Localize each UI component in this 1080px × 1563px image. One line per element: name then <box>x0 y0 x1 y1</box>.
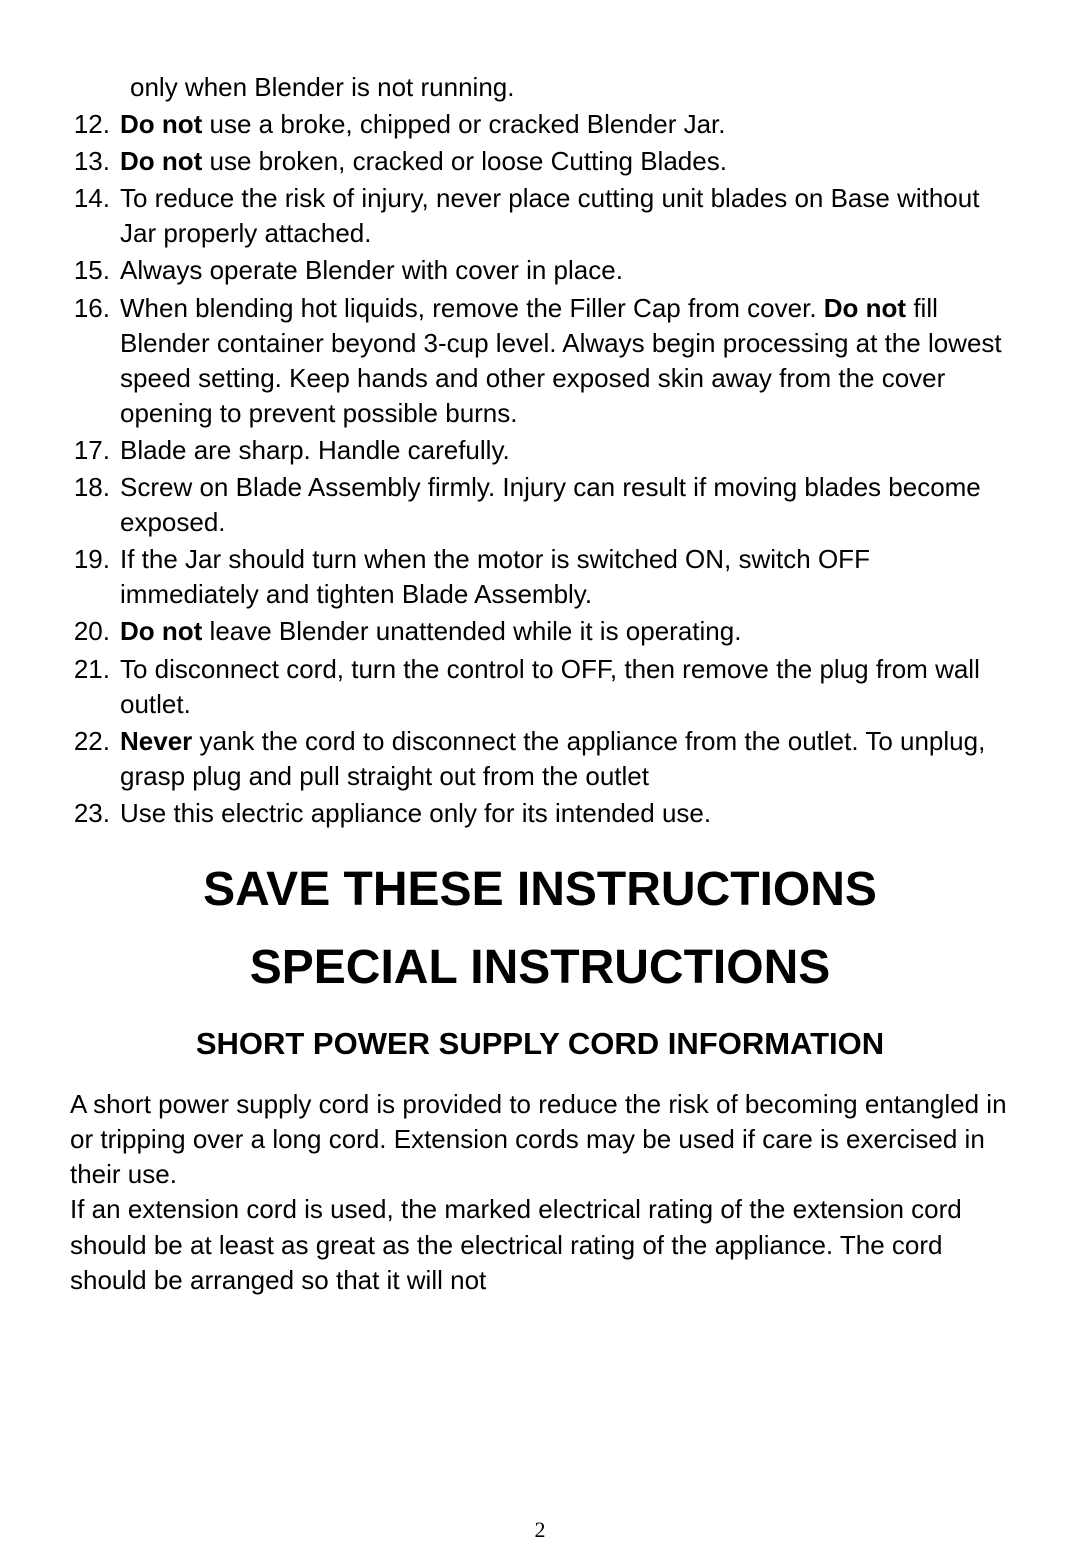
list-item: 14.To reduce the risk of injury, never p… <box>70 181 1010 251</box>
list-item: 20.Do not leave Blender unattended while… <box>70 614 1010 649</box>
list-text: Screw on Blade Assembly firmly. Injury c… <box>120 470 1010 540</box>
list-text: When blending hot liquids, remove the Fi… <box>120 291 1010 431</box>
list-number: 16. <box>70 291 120 431</box>
list-text: Use this electric appliance only for its… <box>120 796 1010 831</box>
list-text: Never yank the cord to disconnect the ap… <box>120 724 1010 794</box>
list-number: 12. <box>70 107 120 142</box>
list-number: 14. <box>70 181 120 251</box>
list-item: 18.Screw on Blade Assembly firmly. Injur… <box>70 470 1010 540</box>
list-text: To reduce the risk of injury, never plac… <box>120 181 1010 251</box>
list-number: 23. <box>70 796 120 831</box>
list-item: 15.Always operate Blender with cover in … <box>70 253 1010 288</box>
page-number: 2 <box>0 1517 1080 1543</box>
list-item: 13.Do not use broken, cracked or loose C… <box>70 144 1010 179</box>
list-number: 19. <box>70 542 120 612</box>
list-text: Always operate Blender with cover in pla… <box>120 253 1010 288</box>
list-item: 23.Use this electric appliance only for … <box>70 796 1010 831</box>
heading-short-cord-info: SHORT POWER SUPPLY CORD INFORMATION <box>70 1026 1010 1062</box>
list-number: 15. <box>70 253 120 288</box>
cord-info-paragraph: A short power supply cord is provided to… <box>70 1087 1010 1298</box>
list-item: 17.Blade are sharp. Handle carefully. <box>70 433 1010 468</box>
list-number: 21. <box>70 652 120 722</box>
list-item: 22.Never yank the cord to disconnect the… <box>70 724 1010 794</box>
list-item: 21.To disconnect cord, turn the control … <box>70 652 1010 722</box>
list-item: 12.Do not use a broke, chipped or cracke… <box>70 107 1010 142</box>
list-number: 20. <box>70 614 120 649</box>
heading-save-instructions: SAVE THESE INSTRUCTIONS <box>70 861 1010 919</box>
list-text: only when Blender is not running. <box>130 70 1010 105</box>
list-item: 19.If the Jar should turn when the motor… <box>70 542 1010 612</box>
list-number: 17. <box>70 433 120 468</box>
list-text: Do not leave Blender unattended while it… <box>120 614 1010 649</box>
list-item: only when Blender is not running. <box>130 70 1010 105</box>
safety-list: only when Blender is not running.12.Do n… <box>70 70 1010 831</box>
list-text: If the Jar should turn when the motor is… <box>120 542 1010 612</box>
list-text: Do not use broken, cracked or loose Cutt… <box>120 144 1010 179</box>
list-text: Do not use a broke, chipped or cracked B… <box>120 107 1010 142</box>
heading-special-instructions: SPECIAL INSTRUCTIONS <box>70 939 1010 997</box>
list-text: Blade are sharp. Handle carefully. <box>120 433 1010 468</box>
list-number: 22. <box>70 724 120 794</box>
list-item: 16.When blending hot liquids, remove the… <box>70 291 1010 431</box>
list-text: To disconnect cord, turn the control to … <box>120 652 1010 722</box>
list-number: 18. <box>70 470 120 540</box>
list-number: 13. <box>70 144 120 179</box>
